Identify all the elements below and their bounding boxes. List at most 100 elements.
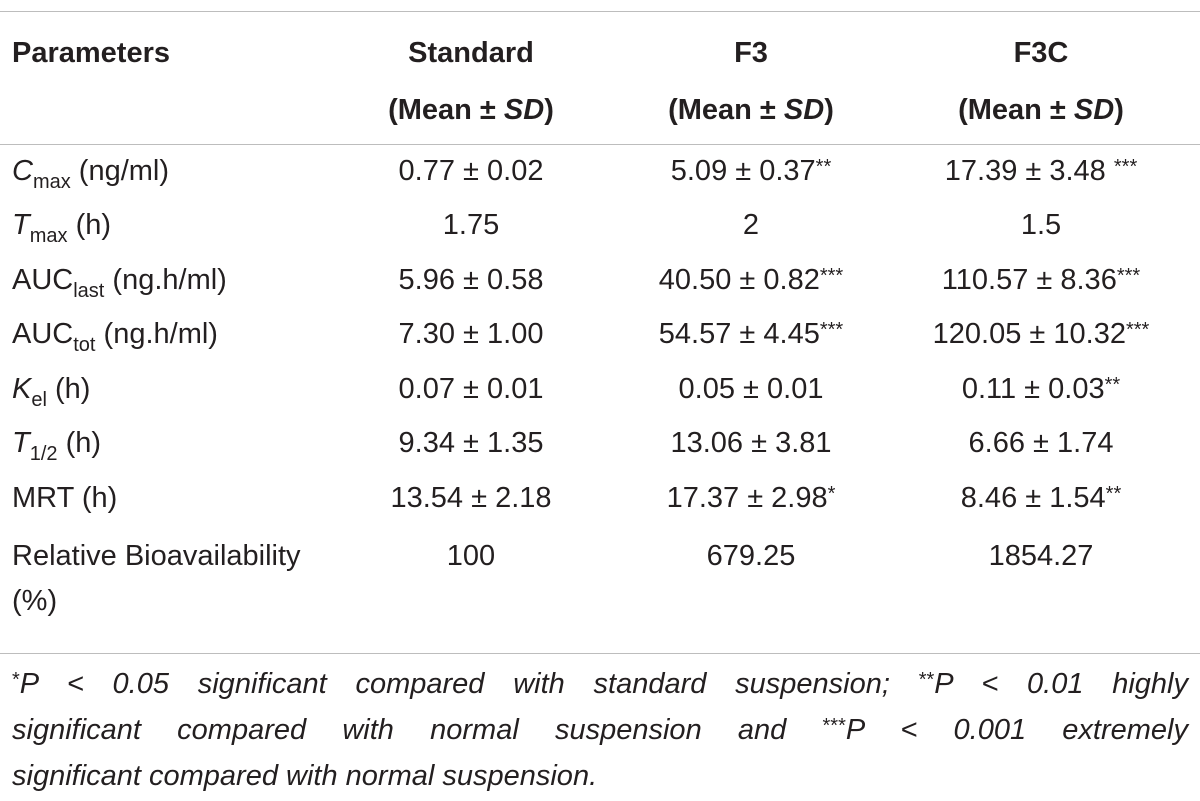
header-f3c-stat-pre: (Mean ± — [958, 94, 1074, 126]
significance-marker: ** — [815, 155, 832, 178]
param-subscript: el — [31, 388, 47, 411]
significance-marker: *** — [819, 264, 844, 287]
footnote-marker: * — [12, 669, 20, 691]
header-standard-title: Standard — [408, 37, 534, 69]
significance-marker: *** — [1113, 155, 1138, 178]
header-row: Parameters Standard (Mean ± SD) F3 (Mean… — [0, 12, 1200, 144]
cell-f3: 5.09 ± 0.37** — [620, 144, 882, 199]
table-row: Cmax (ng/ml) 0.77 ± 0.02 5.09 ± 0.37** 1… — [0, 144, 1200, 199]
cell-value: 6.66 ± 1.74 — [968, 427, 1114, 460]
header-standard-stat-sd: SD — [503, 94, 545, 126]
param-symbol: C — [12, 154, 33, 187]
cell-value: 1.5 — [1020, 209, 1062, 242]
table-row: T1/2 (h) 9.34 ± 1.35 13.06 ± 3.81 6.66 ±… — [0, 417, 1200, 472]
cell-f3c: 1.5 — [882, 199, 1200, 254]
table-footnote: *P < 0.05 significant compared with stan… — [12, 663, 1188, 798]
cell-value: 7.30 ± 1.00 — [398, 318, 544, 351]
cell-standard: 0.07 ± 0.01 — [322, 362, 620, 417]
cell-value: 54.57 ± 4.45 — [658, 318, 820, 351]
table-row: AUCtot (ng.h/ml) 7.30 ± 1.00 54.57 ± 4.4… — [0, 308, 1200, 363]
footnote-text: P < 0.001 extremely — [845, 714, 1188, 746]
cell-value: 1.75 — [442, 209, 500, 242]
param-symbol: K — [12, 372, 32, 405]
header-f3c-stat-sd: SD — [1073, 94, 1115, 126]
header-f3: F3 (Mean ± SD) — [620, 12, 882, 144]
cell-f3c: 8.46 ± 1.54** — [882, 471, 1200, 526]
row-parameter-auctot: AUCtot (ng.h/ml) — [0, 308, 322, 363]
cell-f3c: 6.66 ± 1.74 — [882, 417, 1200, 472]
cell-value: 40.50 ± 0.82 — [658, 263, 820, 296]
param-unit: (ng/ml) — [70, 154, 170, 187]
footnote-line-3: significant compared with normal suspens… — [12, 755, 1188, 798]
significance-marker: *** — [1125, 319, 1150, 342]
param-symbol: AUC — [12, 318, 74, 351]
param-symbol: T — [12, 427, 30, 460]
header-standard-stat-pre: (Mean ± — [388, 94, 504, 126]
cell-value: 0.11 ± 0.03 — [961, 372, 1105, 405]
header-parameters: Parameters — [0, 12, 322, 144]
param-unit: (ng.h/ml) — [104, 263, 227, 296]
cell-value: 110.57 ± 8.36 — [941, 263, 1117, 296]
row-parameter-mrt: MRT (h) — [0, 471, 322, 526]
footnote-marker: ** — [918, 669, 935, 691]
footnote-line-2: significant compared with normal suspens… — [12, 709, 1188, 755]
cell-value: 8.46 ± 1.54 — [960, 481, 1106, 514]
table-bottom-rule — [0, 653, 1200, 654]
cell-f3: 679.25 — [620, 526, 882, 626]
cell-f3c: 1854.27 — [882, 526, 1200, 626]
param-unit: (ng.h/ml) — [95, 318, 218, 351]
param-symbol: T — [12, 209, 30, 242]
cell-f3c: 17.39 ± 3.48 *** — [882, 144, 1200, 199]
table-row: Tmax (h) 1.75 2 1.5 — [0, 199, 1200, 254]
header-f3-stat-pre: (Mean ± — [668, 94, 784, 126]
param-unit: (h) — [57, 427, 102, 460]
cell-value: 1854.27 — [988, 539, 1094, 572]
cell-f3: 17.37 ± 2.98* — [620, 471, 882, 526]
row-parameter-tmax: Tmax (h) — [0, 199, 322, 254]
significance-marker: ** — [1104, 373, 1121, 396]
param-symbol: Relative Bioavailability (%) — [12, 539, 301, 617]
header-f3c: F3C (Mean ± SD) — [882, 12, 1200, 144]
table-top-rule — [0, 11, 1200, 12]
cell-value: 5.96 ± 0.58 — [398, 263, 544, 296]
row-parameter-auclast: AUClast (ng.h/ml) — [0, 253, 322, 308]
param-subscript: last — [73, 279, 105, 302]
cell-f3: 54.57 ± 4.45*** — [620, 308, 882, 363]
row-parameter-t-half: T1/2 (h) — [0, 417, 322, 472]
significance-marker: * — [827, 482, 836, 505]
cell-standard: 9.34 ± 1.35 — [322, 417, 620, 472]
cell-f3c: 110.57 ± 8.36*** — [882, 253, 1200, 308]
cell-standard: 0.77 ± 0.02 — [322, 144, 620, 199]
param-symbol: MRT — [12, 481, 74, 514]
cell-f3: 2 — [620, 199, 882, 254]
cell-value: 17.39 ± 3.48 — [944, 154, 1114, 187]
significance-marker: *** — [819, 319, 844, 342]
cell-value: 0.07 ± 0.01 — [398, 372, 544, 405]
param-subscript: max — [32, 170, 71, 193]
param-subscript: max — [29, 225, 68, 248]
param-symbol: AUC — [12, 263, 74, 296]
header-f3-stat-post: ) — [824, 94, 834, 126]
param-unit: (h) — [67, 209, 112, 242]
cell-value: 100 — [446, 539, 496, 572]
param-subscript: tot — [73, 334, 96, 357]
header-bottom-rule — [0, 144, 1200, 145]
cell-f3: 13.06 ± 3.81 — [620, 417, 882, 472]
row-parameter-kel: Kel (h) — [0, 362, 322, 417]
table-row: Relative Bioavailability (%) 100 679.25 … — [0, 526, 1200, 626]
cell-value: 9.34 ± 1.35 — [398, 427, 544, 460]
cell-standard: 7.30 ± 1.00 — [322, 308, 620, 363]
header-f3c-stat-post: ) — [1114, 94, 1124, 126]
row-parameter-relative-bioavailability: Relative Bioavailability (%) — [0, 526, 322, 626]
cell-standard: 1.75 — [322, 199, 620, 254]
row-parameter-cmax: Cmax (ng/ml) — [0, 144, 322, 199]
cell-standard: 100 — [322, 526, 620, 626]
cell-value: 2 — [742, 209, 760, 242]
significance-marker: ** — [1105, 482, 1122, 505]
param-unit: (h) — [73, 481, 118, 514]
footnote-text: P < 0.05 significant compared with stand… — [19, 668, 919, 700]
header-f3c-stat: (Mean ± SD) — [882, 82, 1200, 139]
pharmacokinetic-parameters-table: Parameters Standard (Mean ± SD) F3 (Mean… — [0, 12, 1200, 626]
cell-standard: 13.54 ± 2.18 — [322, 471, 620, 526]
cell-value: 13.06 ± 3.81 — [670, 427, 832, 460]
